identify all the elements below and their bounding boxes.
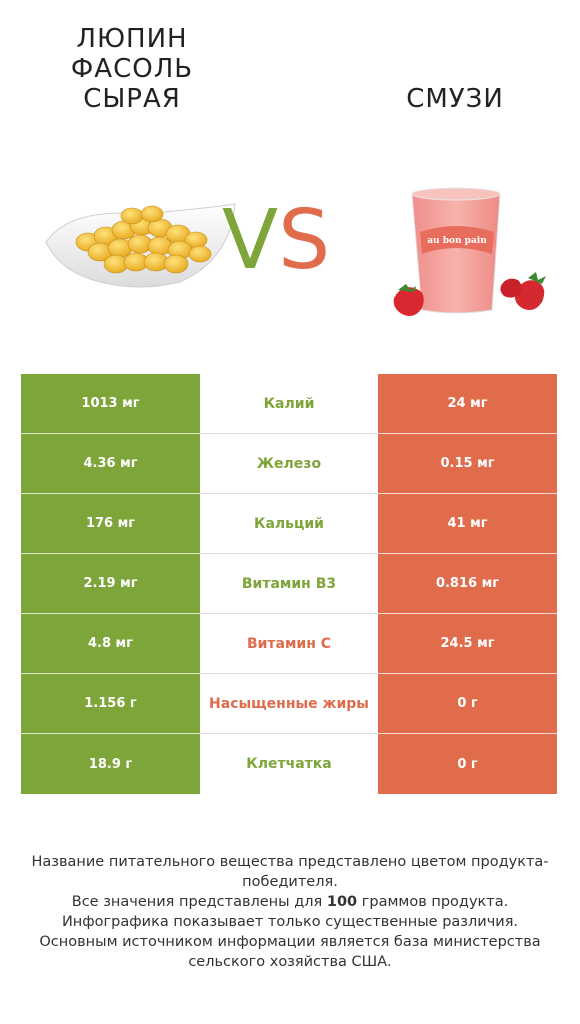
footer-line-4: Основным источником информации является …: [39, 934, 541, 970]
cup-brand-text: au bon pain: [427, 236, 487, 246]
vs-label: VS: [222, 196, 330, 286]
table-row: 1.156 г Насыщенные жиры 0 г: [21, 674, 557, 734]
right-value: 0.15 мг: [378, 434, 557, 494]
right-value: 0 г: [378, 734, 557, 794]
right-title: СМУЗИ: [406, 84, 504, 114]
left-value: 2.19 мг: [21, 554, 200, 614]
left-value: 4.8 мг: [21, 614, 200, 674]
table-row: 2.19 мг Витамин B3 0.816 мг: [21, 554, 557, 614]
table-row: 18.9 г Клетчатка 0 г: [21, 734, 557, 794]
table-row: 4.8 мг Витамин C 24.5 мг: [21, 614, 557, 674]
right-value: 0.816 мг: [378, 554, 557, 614]
smoothie-cup-icon: au bon pain: [388, 180, 558, 324]
nutrient-name: Калий: [200, 374, 378, 434]
left-title-line-2: ФАСОЛЬ: [70, 54, 194, 84]
nutrient-name: Витамин B3: [200, 554, 378, 614]
nutrient-name: Насыщенные жиры: [200, 674, 378, 734]
nutrient-name: Железо: [200, 434, 378, 494]
vs-s: S: [278, 193, 331, 288]
left-value: 18.9 г: [21, 734, 200, 794]
left-title: ЛЮПИН ФАСОЛЬ СЫРАЯ: [52, 24, 212, 114]
footer-line-2-pre: Все значения представлены для: [71, 894, 327, 910]
right-value: 0 г: [378, 674, 557, 734]
footer-notes: Название питательного вещества представл…: [20, 852, 560, 972]
footer-line-3: Инфографика показывает только существенн…: [61, 914, 519, 930]
left-value: 176 мг: [21, 494, 200, 554]
footer-line-2: Все значения представлены для 100 граммо…: [20, 892, 560, 912]
right-value: 41 мг: [378, 494, 557, 554]
nutrient-name: Витамин C: [200, 614, 378, 674]
footer-line-1: Название питательного вещества представл…: [31, 854, 549, 890]
left-value: 1.156 г: [21, 674, 200, 734]
nutrient-name: Клетчатка: [200, 734, 378, 794]
left-value: 1013 мг: [21, 374, 200, 434]
right-value: 24 мг: [378, 374, 557, 434]
table-row: 4.36 мг Железо 0.15 мг: [21, 434, 557, 494]
table-row: 176 мг Кальций 41 мг: [21, 494, 557, 554]
right-value: 24.5 мг: [378, 614, 557, 674]
footer-line-2-bold: 100: [326, 894, 358, 910]
vs-v: V: [222, 193, 279, 288]
table-row: 1013 мг Калий 24 мг: [21, 374, 557, 434]
lupin-beans-bowl-icon: [40, 190, 240, 294]
nutrient-name: Кальций: [200, 494, 378, 554]
left-value: 4.36 мг: [21, 434, 200, 494]
left-title-line-1: ЛЮПИН: [76, 24, 188, 54]
footer-line-2-post: граммов продукта.: [357, 894, 509, 910]
comparison-table: 1013 мг Калий 24 мг 4.36 мг Железо 0.15 мг 176…: [21, 374, 557, 794]
left-title-line-3: СЫРАЯ: [83, 84, 181, 114]
